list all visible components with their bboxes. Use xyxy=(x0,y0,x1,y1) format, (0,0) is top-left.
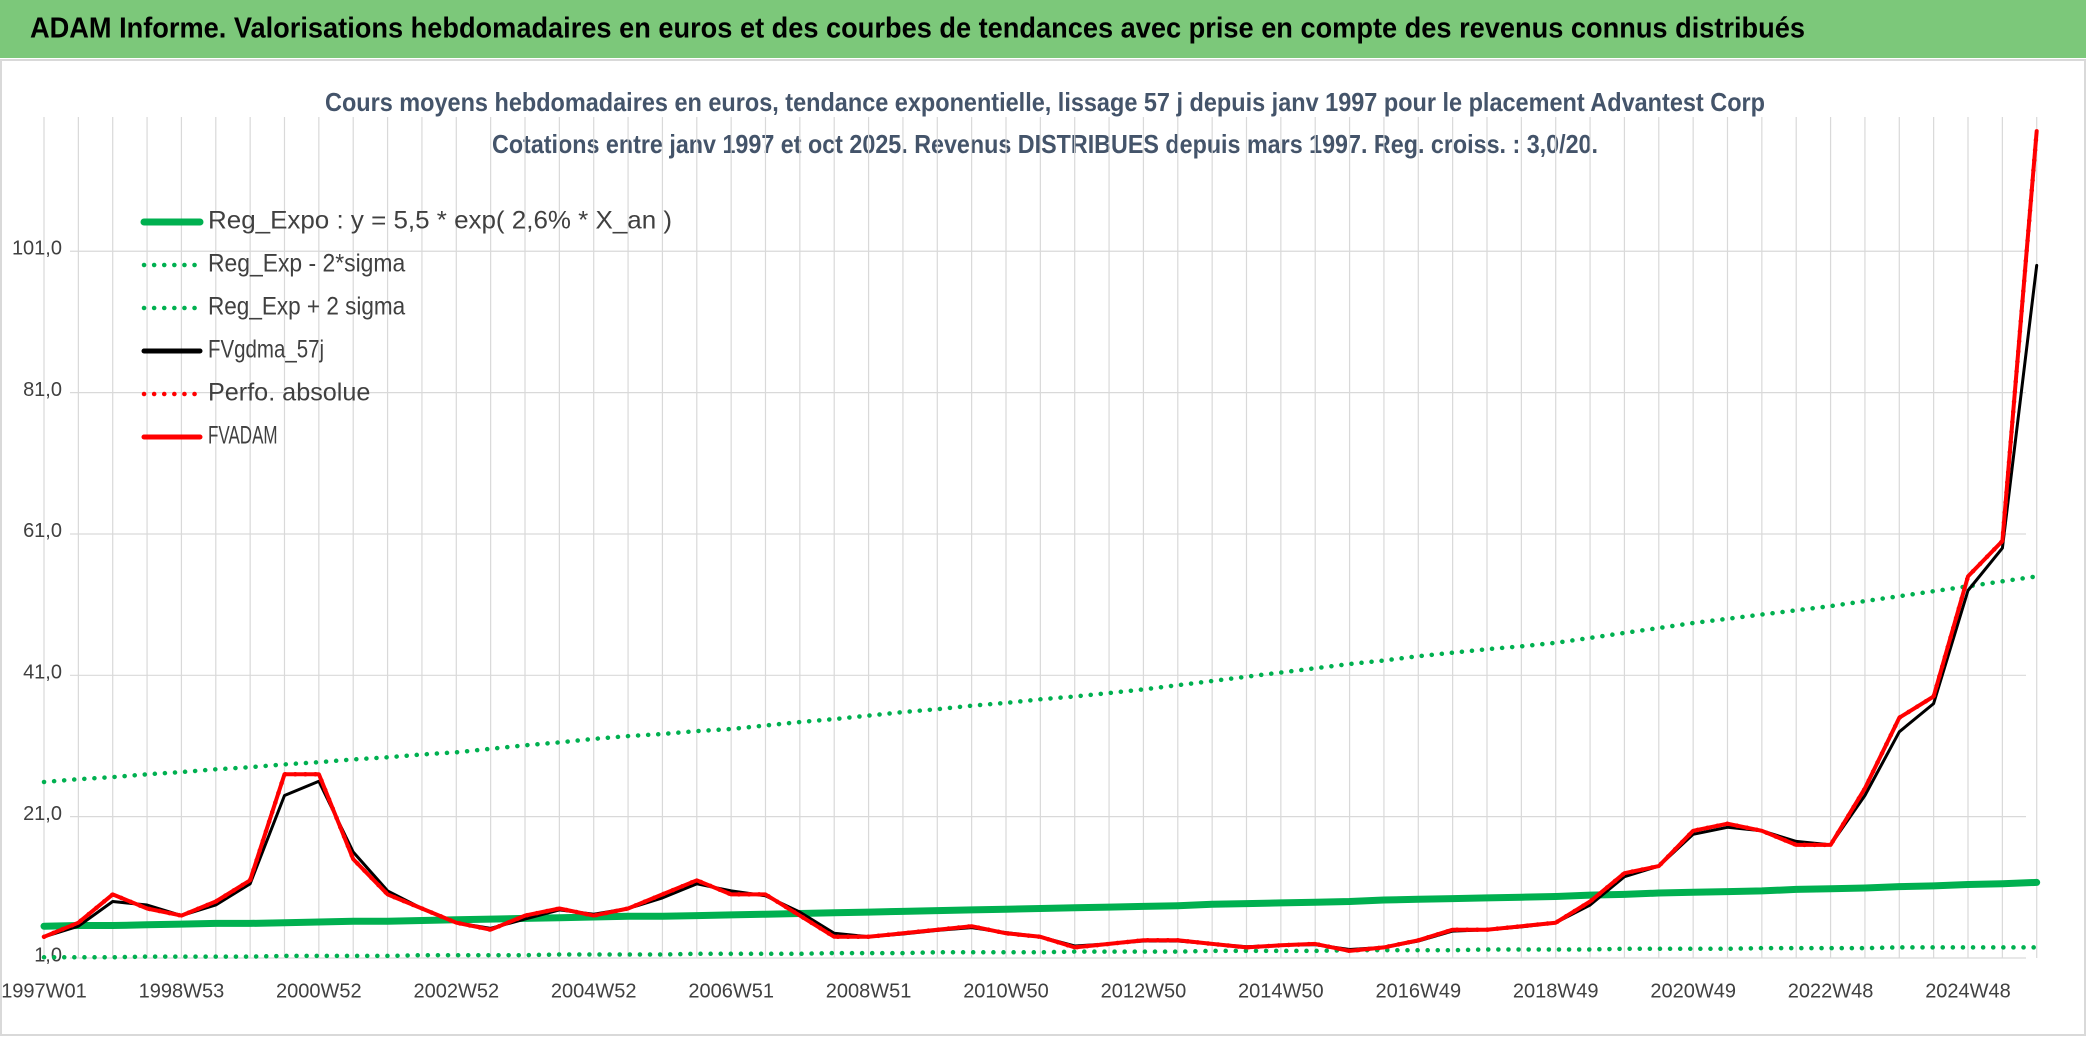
x-tick-label: 2024W48 xyxy=(1925,980,2011,1002)
x-tick-label: 2014W50 xyxy=(1238,980,1324,1002)
chart-subtitle: Cotations entre janv 1997 et oct 2025. R… xyxy=(492,129,1598,159)
x-tick-label: 1998W53 xyxy=(139,980,225,1002)
series-line xyxy=(40,878,2041,930)
x-tick-label: 2006W51 xyxy=(688,980,774,1002)
y-tick-label: 1,0 xyxy=(34,944,62,966)
y-tick-label: 81,0 xyxy=(23,379,62,401)
x-tick-label: 2012W50 xyxy=(1101,980,1187,1002)
header-bar xyxy=(0,0,2086,58)
series-line xyxy=(41,945,2039,960)
plot xyxy=(40,128,2041,960)
x-tick-label: 2002W52 xyxy=(413,980,499,1002)
series-line xyxy=(42,129,2039,953)
y-tick-label: 41,0 xyxy=(23,662,62,684)
x-tick-label: 2008W51 xyxy=(826,980,912,1002)
x-tick-label: 2018W49 xyxy=(1513,980,1599,1002)
x-tick-label: 2004W52 xyxy=(551,980,637,1002)
header-title: ADAM Informe. Valorisations hebdomadaire… xyxy=(30,13,1805,45)
x-tick-label: 2020W49 xyxy=(1650,980,1736,1002)
x-tick-label: 2010W50 xyxy=(963,980,1049,1002)
legend: Reg_Expo : y = 5,5 * exp( 2,6% * X_an ) R… xyxy=(140,207,672,450)
x-tick-label: 2022W48 xyxy=(1788,980,1874,1002)
legend-label: Perfo. absolue xyxy=(208,379,370,407)
grid: 1997W01 1998W53 2000W52 2002W52 2004W52 2006W… xyxy=(1,117,2038,1002)
legend-label: Reg_Exp + 2 sigma xyxy=(208,293,405,321)
x-tick-label: 2016W49 xyxy=(1375,980,1461,1002)
y-tick-label: 21,0 xyxy=(23,803,62,825)
legend-label: FVgdma_57j xyxy=(208,336,324,364)
legend-label: FVADAM xyxy=(208,422,278,450)
y-tick-label: 61,0 xyxy=(23,520,62,542)
x-tick-label: 1997W01 xyxy=(1,980,87,1002)
chart-title: Cours moyens hebdomadaires en euros, ten… xyxy=(325,87,1765,117)
x-tick-label: 2000W52 xyxy=(276,980,362,1002)
legend-label: Reg_Exp - 2*sigma xyxy=(208,250,405,278)
legend-label: Reg_Expo : y = 5,5 * exp( 2,6% * X_an ) xyxy=(208,207,672,235)
chart-frame xyxy=(0,59,2086,1036)
y-tick-label: 101,0 xyxy=(12,238,62,260)
series-line xyxy=(41,574,2039,785)
